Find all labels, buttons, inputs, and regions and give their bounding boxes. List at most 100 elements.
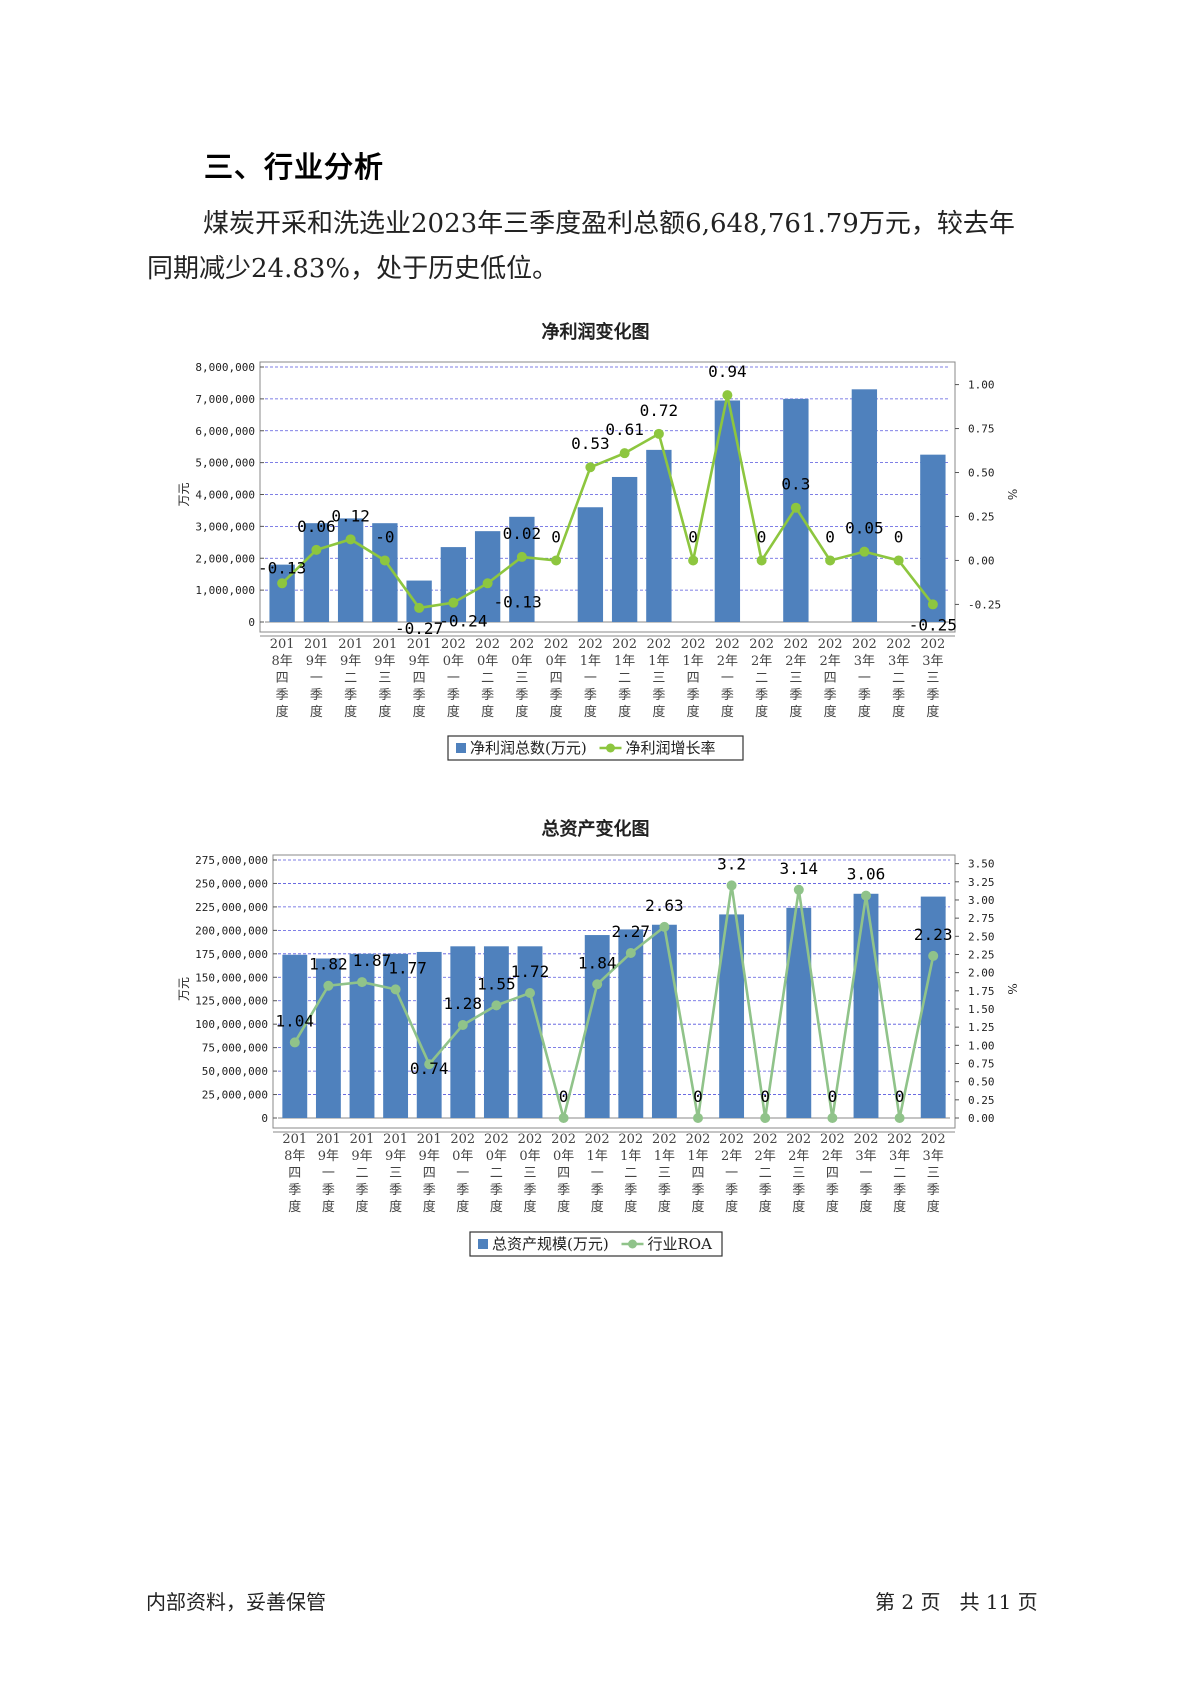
y2-tick-label: -0.25 (968, 598, 1001, 611)
data-point (790, 502, 801, 513)
x-tick-label: 季 (523, 1183, 536, 1198)
data-label: 0.72 (640, 401, 679, 420)
data-point (928, 950, 939, 961)
x-tick-label: 202 (450, 1132, 475, 1147)
x-tick-label: 季 (892, 688, 905, 703)
x-tick-label: 度 (624, 1199, 637, 1215)
data-point (688, 555, 699, 566)
y-tick-label: 25,000,000 (202, 1089, 268, 1102)
x-tick-label: 季 (926, 688, 939, 703)
y2-tick-label: 0.00 (968, 1112, 995, 1125)
y2-tick-label: 2.00 (968, 967, 995, 980)
y-tick-label: 225,000,000 (195, 901, 268, 914)
x-tick-label: 0年 (511, 654, 532, 669)
data-label: 0 (828, 1087, 838, 1106)
x-tick-label: 2年 (751, 654, 772, 669)
x-tick-label: 3年 (889, 1149, 910, 1164)
legend-box (447, 735, 744, 761)
data-label: 2.23 (914, 925, 953, 944)
y-tick-label: 3,000,000 (195, 520, 255, 533)
y2-tick-label: 3.25 (968, 876, 995, 889)
x-tick-label: 0年 (519, 1149, 540, 1164)
x-tick-label: 201 (270, 637, 295, 652)
x-tick-label: 一 (447, 671, 460, 686)
x-tick-label: 1年 (587, 1149, 608, 1164)
x-tick-label: 9年 (419, 1149, 440, 1164)
data-point (516, 551, 527, 562)
legend-bar-swatch (456, 743, 466, 753)
x-tick-label: 三 (789, 671, 802, 686)
y-tick-label: 7,000,000 (195, 393, 255, 406)
x-tick-label: 度 (490, 1199, 503, 1215)
y2-tick-label: 0.75 (968, 1057, 995, 1070)
data-point (861, 890, 871, 901)
data-point (726, 880, 737, 891)
x-tick-label: 202 (753, 1132, 778, 1147)
bar (577, 507, 604, 622)
x-tick-label: 三 (926, 671, 939, 686)
x-tick-label: 三 (389, 1166, 402, 1181)
x-tick-label: 一 (591, 1166, 604, 1181)
y2-tick-label: 3.50 (968, 858, 995, 871)
x-tick-label: 202 (852, 637, 877, 652)
y2-tick-label: 0.25 (968, 1094, 995, 1107)
legend-line-marker (628, 1239, 637, 1249)
y2-tick-label: 2.25 (968, 948, 995, 961)
bar (651, 924, 677, 1118)
data-label: 1.82 (309, 955, 348, 974)
x-tick-label: 0年 (477, 654, 498, 669)
x-tick-label: 季 (624, 1183, 637, 1198)
bar (282, 954, 308, 1118)
x-tick-label: 季 (789, 688, 802, 703)
data-label: 2.27 (612, 922, 651, 941)
x-tick-label: 201 (407, 637, 432, 652)
x-tick-label: 季 (893, 1183, 906, 1198)
x-tick-label: 202 (921, 1132, 946, 1147)
x-tick-label: 度 (755, 704, 768, 720)
data-label: 0.74 (410, 1059, 449, 1078)
x-tick-label: 季 (550, 688, 563, 703)
data-point (357, 977, 367, 988)
y-tick-label: 125,000,000 (195, 995, 268, 1008)
series-line (293, 885, 935, 1124)
x-tick-label: 度 (591, 1199, 604, 1215)
x-tick-label: 度 (322, 1199, 335, 1215)
bar (584, 935, 610, 1118)
x-tick-label: 二 (344, 671, 357, 686)
x-tick-label: 度 (892, 704, 905, 720)
bar (646, 449, 672, 622)
chart-title-net-profit: 净利润变化图 (541, 322, 650, 343)
x-tick-label: 9年 (408, 654, 429, 669)
x-tick-label: 202 (484, 1132, 509, 1147)
series-line (281, 394, 934, 610)
y2-tick-label: 1.00 (968, 1039, 995, 1052)
data-label: 0.05 (845, 519, 884, 538)
x-tick-label: 度 (288, 1199, 301, 1215)
x-tick-label: 季 (389, 1183, 402, 1198)
x-tick-label: 度 (926, 704, 939, 720)
x-tick-label: 202 (612, 637, 637, 652)
y-tick-label: 6,000,000 (195, 425, 255, 438)
x-tick-label: 季 (725, 1183, 738, 1198)
data-label: 0.94 (708, 362, 747, 381)
x-tick-label: 0年 (486, 1149, 507, 1164)
data-point (722, 390, 733, 401)
y2-tick-label: 0.75 (968, 423, 995, 436)
bar (786, 907, 812, 1118)
x-tick-label: 202 (475, 637, 500, 652)
x-tick-label: 201 (282, 1132, 307, 1147)
data-label: 0 (894, 527, 904, 546)
y-tick-label: 150,000,000 (195, 971, 268, 984)
y-tick-label: 250,000,000 (195, 877, 268, 890)
x-tick-label: 二 (624, 1166, 637, 1181)
y2-tick-label: 3.00 (968, 894, 995, 907)
data-label: 0 (760, 1087, 770, 1106)
data-point (760, 1113, 771, 1123)
data-point (551, 555, 562, 566)
data-point (827, 1113, 838, 1123)
x-tick-label: 二 (892, 671, 905, 686)
x-tick-label: 季 (447, 688, 460, 703)
x-tick-label: 度 (557, 1199, 570, 1215)
x-tick-label: 季 (584, 688, 597, 703)
x-tick-label: 季 (423, 1183, 436, 1198)
